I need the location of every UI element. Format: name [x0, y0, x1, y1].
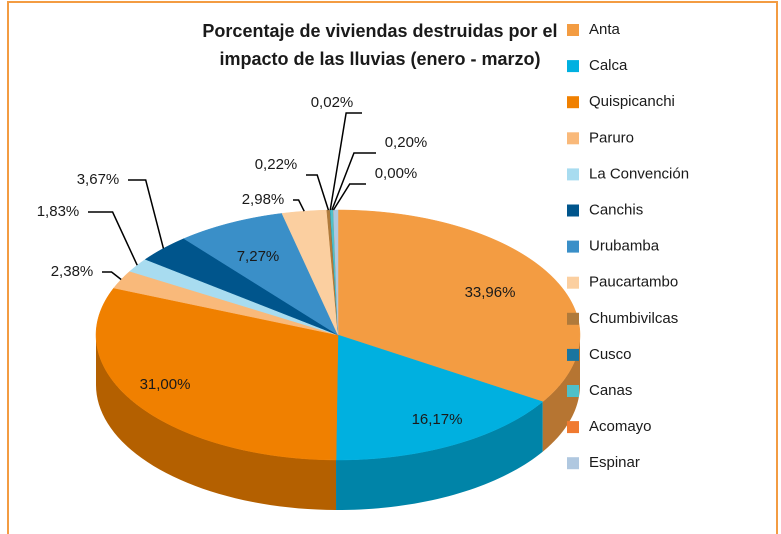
leader-line — [88, 211, 138, 266]
data-label: 16,17% — [412, 411, 463, 428]
pie-slice — [333, 209, 339, 336]
legend-label: Canchis — [589, 201, 643, 218]
pie-slice — [144, 238, 339, 336]
frame — [7, 1, 778, 534]
pie-slice — [129, 259, 339, 336]
legend-swatch — [567, 168, 579, 181]
data-label: 2,98% — [242, 191, 285, 208]
legend-label: Anta — [589, 21, 621, 38]
legend-swatch — [567, 204, 579, 217]
legend-label: Acomayo — [589, 418, 652, 435]
legend-label: La Convención — [589, 165, 689, 182]
data-label: 33,96% — [465, 284, 516, 301]
data-label: 31,00% — [140, 376, 191, 393]
leader-line — [329, 112, 362, 211]
data-label: 0,00% — [375, 165, 418, 182]
pie-slice — [183, 213, 339, 336]
legend-label: Paruro — [589, 129, 634, 146]
data-label: 1,83% — [37, 203, 80, 220]
legend-label: Canas — [589, 382, 632, 399]
leader-line — [128, 179, 165, 249]
pie-slice — [95, 287, 339, 461]
legend-swatch — [567, 240, 579, 253]
pie-side — [336, 401, 543, 510]
legend-swatch — [567, 421, 579, 434]
data-label: 0,22% — [255, 156, 298, 173]
legend-label: Quispicanchi — [589, 93, 675, 110]
legend-label: Paucartambo — [589, 274, 678, 291]
legend-swatch — [567, 276, 579, 289]
pie-slice — [337, 209, 581, 402]
legend-label: Espinar — [589, 454, 640, 471]
leader-line — [306, 174, 330, 211]
leader-line — [293, 199, 305, 212]
data-label: 7,27% — [237, 248, 280, 265]
data-label: 2,38% — [51, 263, 94, 280]
data-label: 3,67% — [77, 171, 120, 188]
pie-side — [96, 335, 337, 510]
pie-side — [542, 335, 580, 452]
pie-slice — [335, 334, 544, 461]
legend-swatch — [567, 24, 579, 36]
leader-line — [102, 271, 122, 281]
data-label: 0,02% — [311, 94, 354, 111]
legend-swatch — [567, 60, 579, 73]
legend-swatch — [567, 457, 579, 470]
legend-swatch — [567, 385, 579, 397]
legend-label: Calca — [589, 57, 628, 74]
legend-swatch — [567, 348, 579, 361]
data-label: 0,20% — [385, 134, 428, 151]
chart-title: impacto de las lluvias (enero - marzo) — [219, 49, 540, 69]
legend-swatch — [567, 132, 579, 145]
leader-line — [332, 183, 366, 211]
legend-swatch — [567, 96, 579, 109]
legend-label: Cusco — [589, 346, 632, 363]
chart-title: Porcentaje de viviendas destruidas por e… — [202, 21, 557, 41]
leader-line — [331, 152, 376, 211]
legend-swatch — [567, 312, 579, 325]
legend-label: Urubamba — [589, 238, 660, 255]
legend-label: Chumbivilcas — [589, 310, 678, 327]
